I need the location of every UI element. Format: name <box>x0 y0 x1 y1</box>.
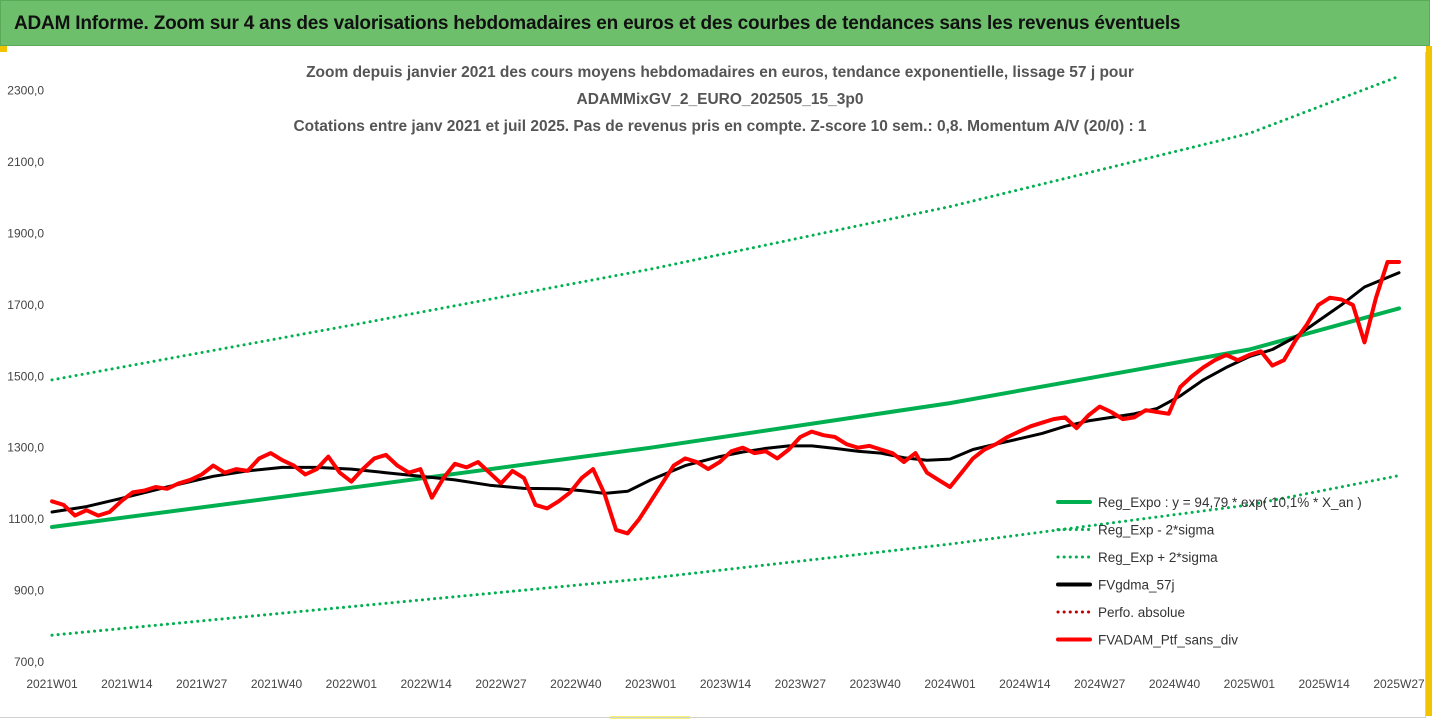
x-tick-label: 2021W27 <box>176 677 228 691</box>
x-tick-label: 2023W27 <box>775 677 827 691</box>
y-tick-label: 700,0 <box>14 655 44 669</box>
accent-bar-right <box>1426 46 1432 716</box>
chart-legend: Reg_Expo : y = 94,79 * exp( 10,1% * X_an… <box>1056 495 1362 648</box>
x-tick-label: 2024W40 <box>1149 677 1201 691</box>
x-axis-ticks: 2021W01 2021W14 2021W27 2021W40 2022W01 2022W… <box>26 677 1425 691</box>
header-title: ADAM Informe. Zoom sur 4 ans des valoris… <box>14 13 1181 34</box>
series-line-5 <box>50 260 1401 536</box>
chart-series <box>50 74 1401 637</box>
x-tick-label: 2025W27 <box>1373 677 1425 691</box>
y-tick-label: 1700,0 <box>7 298 44 312</box>
chart-title-line-2: ADAMMixGV_2_EURO_202505_15_3p0 <box>576 91 864 108</box>
y-tick-label: 1500,0 <box>7 369 44 383</box>
legend-label: FVgdma_57j <box>1098 578 1175 593</box>
x-tick-label: 2025W01 <box>1224 677 1276 691</box>
x-tick-label: 2023W40 <box>849 677 901 691</box>
y-tick-label: 1100,0 <box>8 512 44 526</box>
x-tick-label: 2024W01 <box>924 677 976 691</box>
series-line-1 <box>50 474 1401 637</box>
x-tick-label: 2022W27 <box>475 677 527 691</box>
legend-label: Perfo. absolue <box>1098 605 1185 620</box>
y-axis-ticks: 700,0 900,0 1100,0 1300,0 1500,0 1700,0 1900,0… <box>7 84 44 669</box>
chart-title-line-1: Zoom depuis janvier 2021 des cours moyen… <box>306 64 1134 81</box>
x-tick-label: 2024W14 <box>999 677 1051 691</box>
x-tick-label: 2022W14 <box>400 677 452 691</box>
series-line-0 <box>50 306 1401 529</box>
legend-label: Reg_Exp - 2*sigma <box>1098 523 1215 538</box>
y-tick-label: 2100,0 <box>7 155 44 169</box>
legend-label: Reg_Expo : y = 94,79 * exp( 10,1% * X_an… <box>1098 495 1362 510</box>
x-tick-label: 2021W14 <box>101 677 153 691</box>
y-tick-label: 900,0 <box>14 584 44 598</box>
legend-label: Reg_Exp + 2*sigma <box>1098 550 1218 565</box>
chart-frame <box>0 52 1426 718</box>
series-line-3 <box>50 271 1401 514</box>
y-tick-label: 2300,0 <box>7 84 44 98</box>
x-tick-label: 2022W01 <box>326 677 378 691</box>
x-tick-label: 2025W14 <box>1298 677 1350 691</box>
x-tick-label: 2021W01 <box>26 677 78 691</box>
header-banner: ADAM Informe. Zoom sur 4 ans des valoris… <box>0 0 1430 46</box>
x-tick-label: 2023W01 <box>625 677 677 691</box>
x-tick-label: 2023W14 <box>700 677 752 691</box>
x-tick-label: 2024W27 <box>1074 677 1126 691</box>
accent-bar-left <box>0 46 7 52</box>
y-tick-label: 1900,0 <box>7 226 44 240</box>
chart-title-line-3: Cotations entre janv 2021 et juil 2025. … <box>293 118 1147 135</box>
x-tick-label: 2021W40 <box>251 677 303 691</box>
y-tick-label: 1300,0 <box>7 441 44 455</box>
legend-label: FVADAM_Ptf_sans_div <box>1098 633 1238 648</box>
series-line-2 <box>50 74 1401 382</box>
x-tick-label: 2022W40 <box>550 677 602 691</box>
